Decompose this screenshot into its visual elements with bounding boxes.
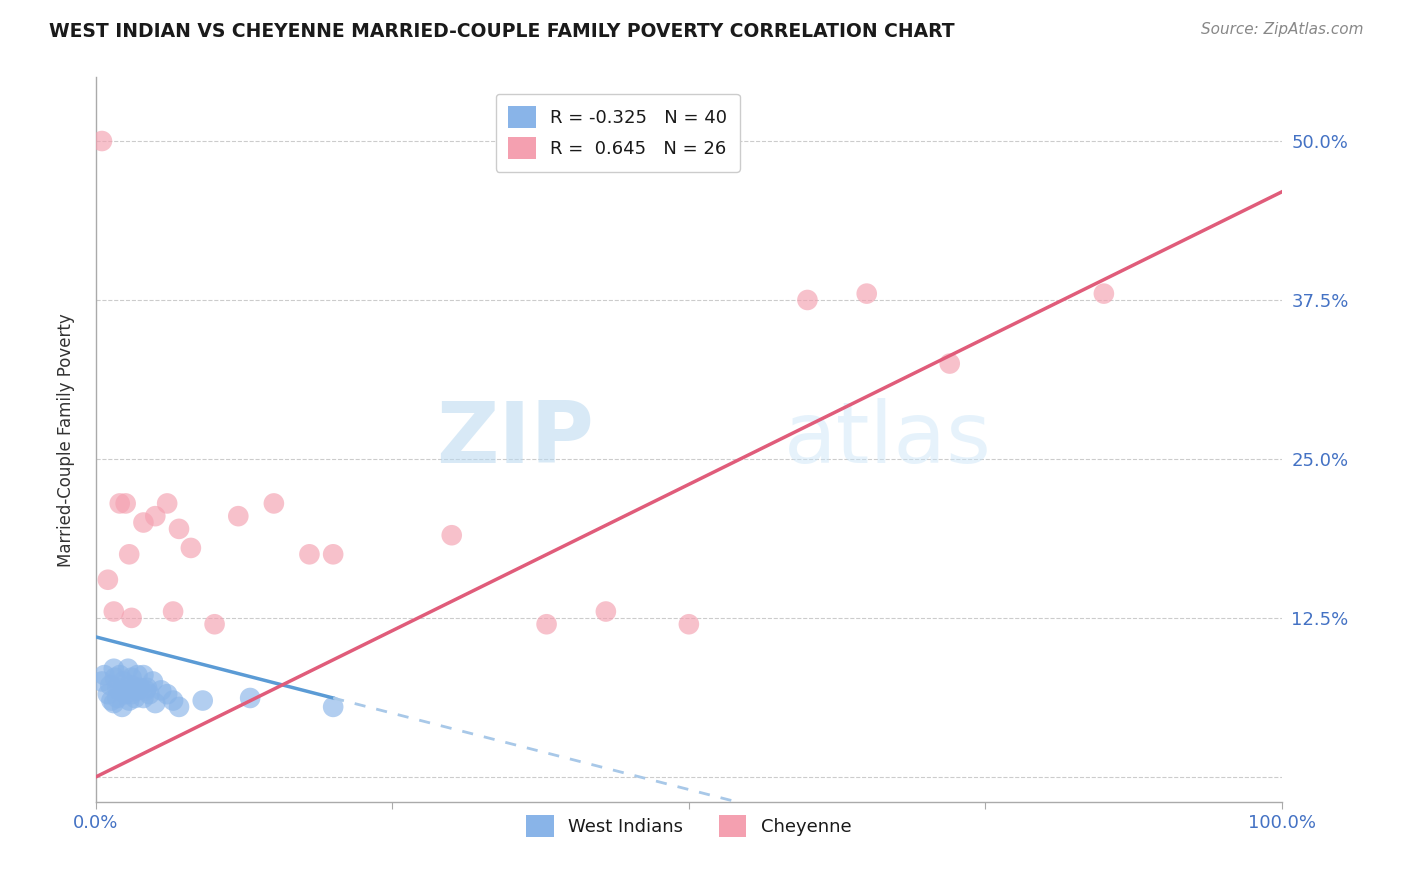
- Point: [796, 293, 818, 307]
- Point: [132, 691, 155, 706]
- Point: [98, 678, 121, 692]
- Point: [91, 674, 114, 689]
- Point: [263, 496, 285, 510]
- Point: [135, 683, 157, 698]
- Point: [114, 687, 136, 701]
- Point: [91, 134, 114, 148]
- Point: [595, 605, 617, 619]
- Point: [97, 687, 120, 701]
- Point: [162, 605, 184, 619]
- Point: [322, 547, 344, 561]
- Point: [118, 693, 141, 707]
- Point: [136, 681, 159, 695]
- Point: [108, 496, 131, 510]
- Point: [298, 547, 321, 561]
- Point: [128, 681, 150, 695]
- Point: [118, 547, 141, 561]
- Point: [191, 693, 214, 707]
- Point: [103, 605, 125, 619]
- Point: [124, 691, 146, 706]
- Point: [104, 671, 127, 685]
- Point: [108, 668, 131, 682]
- Text: Source: ZipAtlas.com: Source: ZipAtlas.com: [1201, 22, 1364, 37]
- Point: [121, 678, 143, 692]
- Point: [112, 674, 135, 689]
- Point: [239, 691, 262, 706]
- Legend: West Indians, Cheyenne: West Indians, Cheyenne: [519, 807, 859, 844]
- Point: [678, 617, 700, 632]
- Point: [121, 611, 143, 625]
- Point: [204, 617, 226, 632]
- Point: [103, 662, 125, 676]
- Point: [132, 516, 155, 530]
- Point: [167, 522, 190, 536]
- Point: [440, 528, 463, 542]
- Point: [114, 683, 136, 698]
- Point: [180, 541, 202, 555]
- Point: [150, 683, 173, 698]
- Point: [117, 662, 139, 676]
- Point: [105, 681, 128, 695]
- Point: [114, 496, 136, 510]
- Point: [127, 683, 149, 698]
- Point: [226, 509, 249, 524]
- Point: [121, 671, 143, 685]
- Text: atlas: atlas: [783, 399, 991, 482]
- Point: [938, 357, 960, 371]
- Point: [1092, 286, 1115, 301]
- Point: [855, 286, 877, 301]
- Point: [111, 699, 134, 714]
- Point: [156, 687, 179, 701]
- Point: [138, 687, 160, 701]
- Point: [103, 696, 125, 710]
- Point: [162, 693, 184, 707]
- Point: [100, 693, 122, 707]
- Point: [143, 696, 166, 710]
- Y-axis label: Married-Couple Family Poverty: Married-Couple Family Poverty: [58, 313, 75, 566]
- Point: [142, 674, 165, 689]
- Point: [121, 687, 143, 701]
- Point: [536, 617, 558, 632]
- Point: [93, 668, 115, 682]
- Point: [132, 668, 155, 682]
- Point: [322, 699, 344, 714]
- Point: [143, 509, 166, 524]
- Point: [108, 683, 131, 698]
- Point: [167, 699, 190, 714]
- Point: [156, 496, 179, 510]
- Point: [105, 691, 128, 706]
- Point: [97, 573, 120, 587]
- Text: WEST INDIAN VS CHEYENNE MARRIED-COUPLE FAMILY POVERTY CORRELATION CHART: WEST INDIAN VS CHEYENNE MARRIED-COUPLE F…: [49, 22, 955, 41]
- Text: ZIP: ZIP: [436, 399, 593, 482]
- Point: [127, 668, 149, 682]
- Point: [122, 681, 145, 695]
